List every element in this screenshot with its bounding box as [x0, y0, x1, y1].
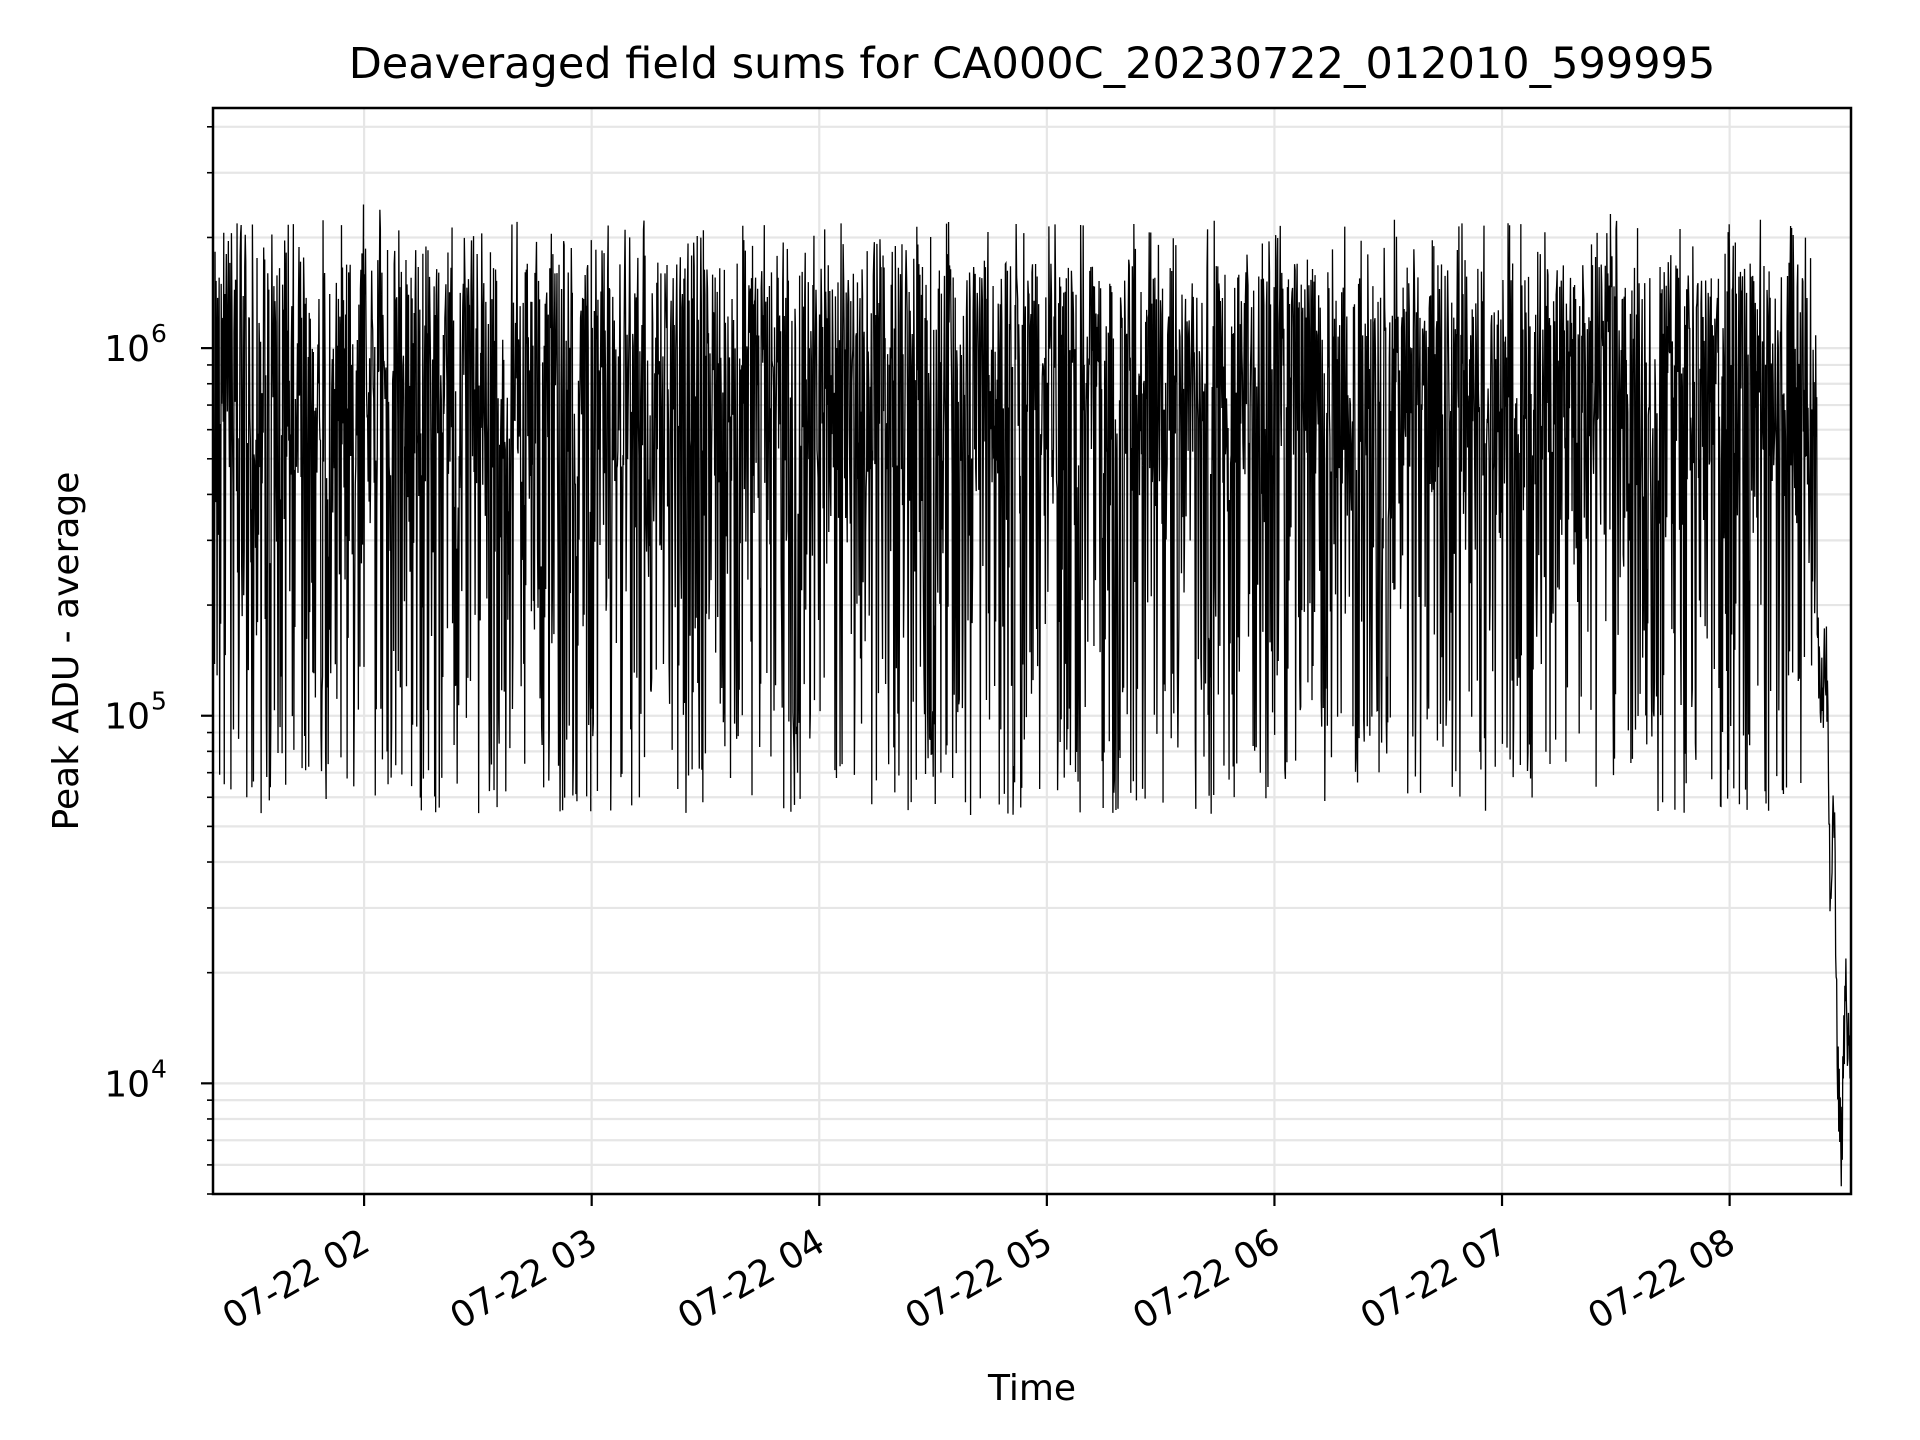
chart-title: Deaveraged field sums for CA000C_2023072… [349, 39, 1716, 89]
y-tick-exponent: 4 [151, 1054, 167, 1083]
series-line [212, 204, 1852, 1187]
x-axis-label: Time [987, 1368, 1076, 1409]
y-tick-label: 10 [104, 697, 150, 738]
y-tick-exponent: 6 [151, 319, 167, 348]
y-tick-label: 10 [104, 329, 150, 370]
y-tick-exponent: 5 [151, 687, 167, 716]
plot-frame [211, 106, 1853, 1196]
y-axis-label: Peak ADU - average [46, 472, 87, 831]
y-tick-label: 10 [104, 1064, 150, 1105]
